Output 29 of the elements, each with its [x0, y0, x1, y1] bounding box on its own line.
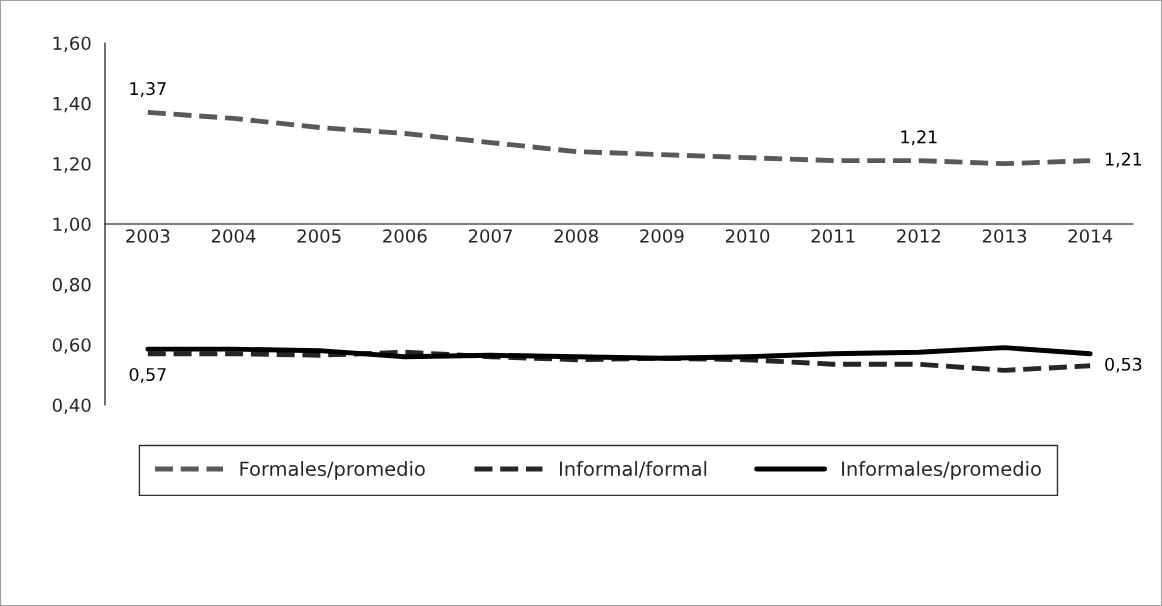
legend-label: Formales/promedio [240, 461, 425, 480]
x-tick-label: 2011 [811, 229, 855, 243]
x-tick-label: 2013 [982, 229, 1027, 243]
data-label: 0,57 [129, 367, 166, 383]
data-label: 1,21 [1105, 152, 1142, 168]
x-tick-label: 2014 [1068, 229, 1113, 243]
x-tick-label: 2003 [126, 229, 170, 243]
y-tick-label: 0,80 [52, 277, 91, 294]
x-tick-label: 2004 [211, 229, 256, 243]
x-tick-label: 2008 [554, 229, 598, 243]
x-tick-label: 2005 [297, 229, 341, 243]
line-series [145, 109, 1093, 167]
y-tick-label: 0,40 [52, 398, 91, 414]
data-label: 1,37 [130, 82, 166, 97]
x-tick-label: 2007 [468, 229, 512, 243]
data-label: 1,21 [901, 130, 937, 146]
x-tick-label: 2010 [725, 229, 770, 243]
x-tick-label: 2009 [640, 229, 684, 243]
data-label: 0,53 [1105, 357, 1142, 373]
y-tick-label: 1,40 [53, 96, 91, 113]
y-tick-label: 0,60 [52, 338, 91, 354]
x-tick-label: 2006 [383, 229, 427, 243]
line-series [145, 345, 1093, 361]
y-tick-label: 1,00 [53, 217, 91, 233]
legend-label: Informales/promedio [842, 461, 1041, 480]
x-tick-label: 2012 [897, 229, 940, 243]
y-tick-label: 1,20 [53, 157, 91, 173]
y-tick-label: 1,60 [53, 36, 91, 52]
legend-label: Informal/formal [559, 461, 707, 478]
